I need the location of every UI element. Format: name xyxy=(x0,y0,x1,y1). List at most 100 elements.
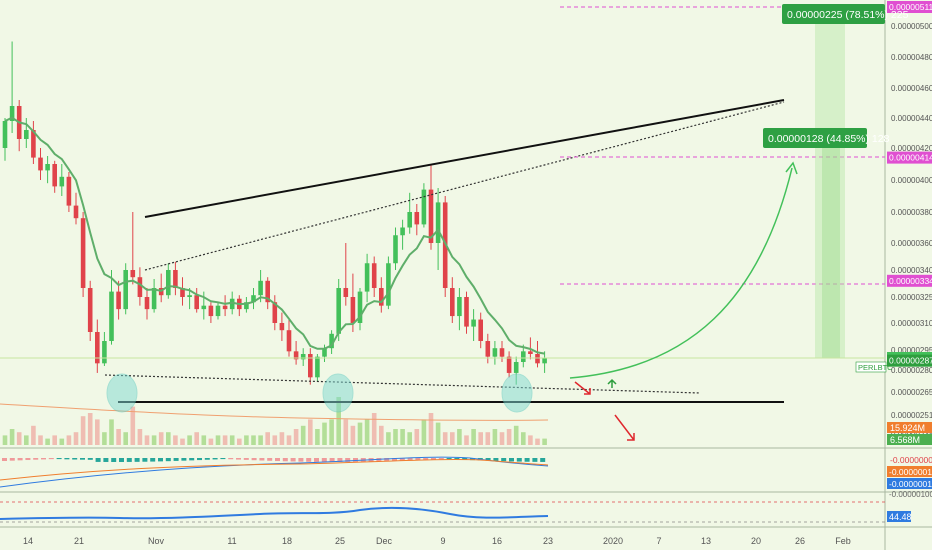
candle-body xyxy=(109,291,114,341)
candle-body xyxy=(2,121,8,148)
time-tick: 16 xyxy=(492,536,502,546)
volume-bar xyxy=(535,438,540,445)
candle-body xyxy=(542,358,547,364)
volume-bar xyxy=(66,435,72,445)
volume-tag-1: 15.924M xyxy=(890,423,925,433)
volume-bar xyxy=(87,413,93,445)
candle-body xyxy=(194,295,199,310)
candle-body xyxy=(173,270,178,288)
macd-bar xyxy=(532,458,538,462)
volume-bar xyxy=(180,438,185,445)
candle-body xyxy=(521,351,526,362)
candle-body xyxy=(123,270,128,310)
volume-bar xyxy=(478,432,483,445)
volume-bar xyxy=(244,435,249,445)
volume-bar xyxy=(464,435,469,445)
candle-body xyxy=(272,302,278,323)
macd-bar xyxy=(384,458,390,462)
macd-tag-3-bg xyxy=(887,478,932,489)
macd-bar xyxy=(236,458,241,460)
volume-bar xyxy=(2,435,8,445)
candle-body xyxy=(450,288,455,317)
macd-bar xyxy=(173,458,179,461)
volume-bar xyxy=(343,419,349,445)
volume-bar xyxy=(457,429,462,445)
candle-body xyxy=(258,280,263,296)
macd-bar xyxy=(48,458,54,460)
drawings xyxy=(0,6,885,441)
target-2-range xyxy=(822,148,840,358)
macd-bar xyxy=(158,458,163,462)
candle-body xyxy=(59,176,65,187)
time-tick: 13 xyxy=(701,536,711,546)
volume-bar xyxy=(407,432,412,445)
volume-bar xyxy=(229,435,235,445)
macd-bar xyxy=(524,458,530,462)
price-tag-bg xyxy=(887,274,932,287)
volume-bar xyxy=(144,435,150,445)
price-tick: 0.00000295 xyxy=(891,346,932,355)
time-tick: 21 xyxy=(74,536,84,546)
macd-bar xyxy=(431,458,436,460)
macd-bar xyxy=(540,458,546,462)
candle-body xyxy=(499,348,505,357)
volume-bar xyxy=(59,438,65,445)
volume-bar xyxy=(286,435,292,445)
candle-body xyxy=(308,354,313,378)
volume-bar xyxy=(173,435,178,445)
volume-pane xyxy=(0,397,549,445)
price-tick: 0.00000265 xyxy=(891,388,932,397)
candle-body xyxy=(506,356,512,373)
candle-body xyxy=(336,288,341,334)
price-tick: 0.00000280 xyxy=(891,366,932,375)
price-tag: 0.00000334 xyxy=(889,276,932,286)
down-arrow-2 xyxy=(614,414,635,441)
ema-path xyxy=(4,116,545,355)
volume-tag-2: 6.568M xyxy=(890,435,920,445)
macd-bar xyxy=(150,458,156,462)
candle-body xyxy=(364,263,370,292)
volume-bar xyxy=(116,429,121,445)
volume-bar xyxy=(9,429,15,445)
target-2-box: 0.00000128 (44.85%) 128 xyxy=(763,128,890,148)
macd-bar xyxy=(423,458,429,460)
candle-body xyxy=(87,288,93,332)
candlestick-series xyxy=(2,41,547,385)
candle-body xyxy=(187,295,192,297)
candle-body xyxy=(286,330,292,352)
lower-dotted-trendline xyxy=(104,374,701,394)
time-axis[interactable]: 14 21 Nov 11 18 25 Dec 9 16 23 2020 7 13 20 26 Feb xyxy=(23,536,851,546)
volume-bar xyxy=(24,435,29,445)
macd-pane xyxy=(0,456,549,488)
rsi-tag: 44.48 xyxy=(889,512,912,522)
candle-body xyxy=(492,348,498,357)
price-tag: 0.00000414 xyxy=(889,153,932,163)
macd-bar xyxy=(438,458,444,460)
price-tick: 0.00000340 xyxy=(891,266,932,275)
macd-bar xyxy=(509,458,514,462)
time-tick: 23 xyxy=(543,536,553,546)
volume-bar xyxy=(428,413,434,445)
macd-tag-3: -0.00000013 xyxy=(889,479,932,489)
price-tag: 0.00000287 xyxy=(889,356,932,366)
symbol-tag: PERLBTC xyxy=(858,363,893,372)
macd-bar xyxy=(181,458,187,461)
price-tag-bg xyxy=(887,151,932,164)
candle-body xyxy=(300,354,306,360)
target-1-label: 0.00000225 (78.51%) 225 xyxy=(787,9,909,21)
price-tick: 0.00000310 xyxy=(891,319,932,328)
macd-bar xyxy=(119,458,124,462)
bottom-highlight-3 xyxy=(501,373,533,413)
candle-body xyxy=(222,305,228,310)
volume-bar xyxy=(300,425,306,445)
macd-bar xyxy=(64,458,70,460)
candle-body xyxy=(279,323,285,331)
candle-body xyxy=(421,189,427,225)
price-tick: 0.00000500 xyxy=(891,22,932,31)
macd-tag-2: -0.00000010 xyxy=(889,467,932,477)
price-tick: 0.00000480 xyxy=(891,53,932,62)
macd-bar xyxy=(290,458,296,462)
macd-bar xyxy=(282,458,288,462)
candle-body xyxy=(31,130,36,158)
